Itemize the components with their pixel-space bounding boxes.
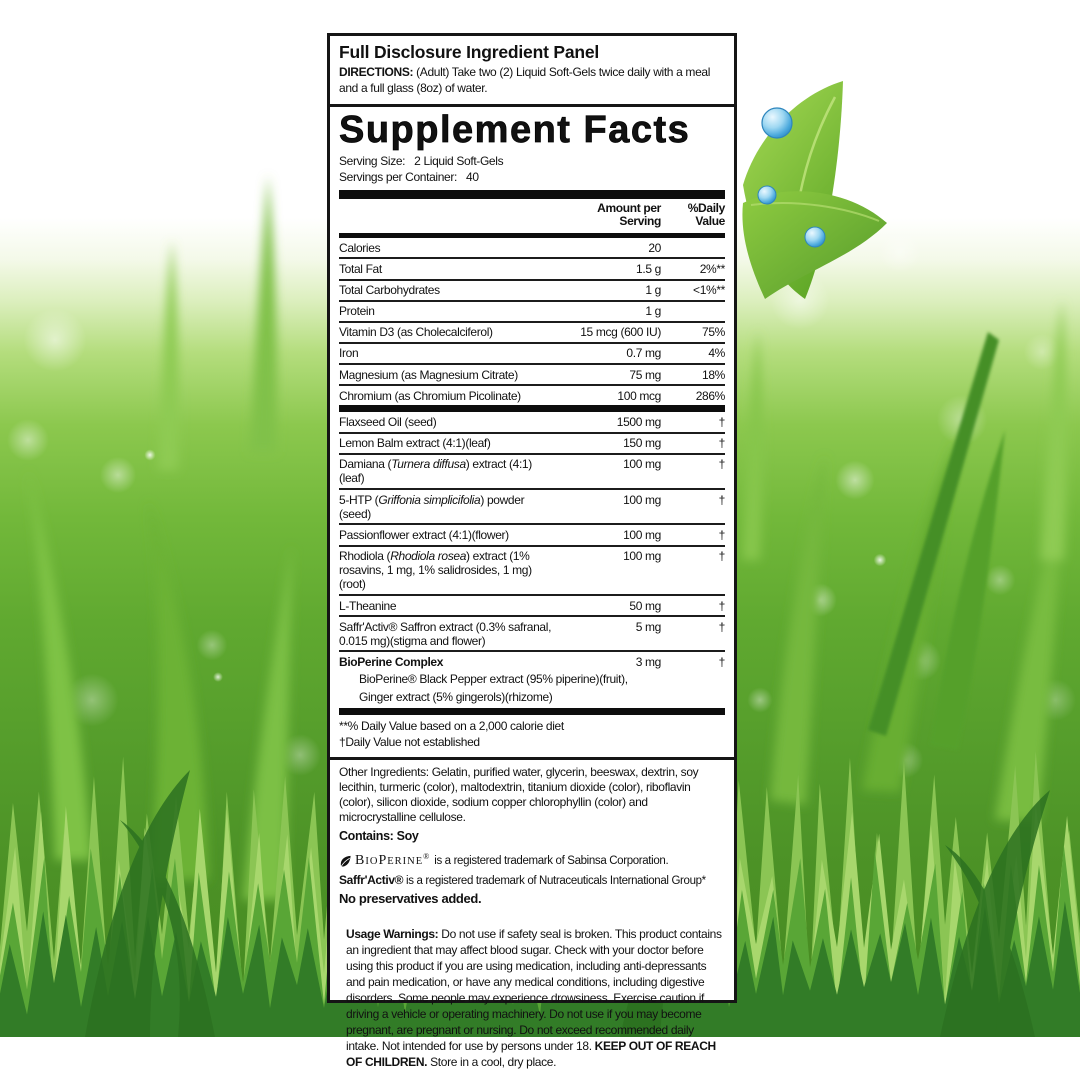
saffractiv-trademark-line: Saffr'Activ® is a registered trademark o…: [339, 872, 706, 887]
directions-label: DIRECTIONS:: [339, 65, 414, 79]
botanical-rows: Flaxseed Oil (seed) 1500 mg † Lemon Balm…: [339, 412, 725, 708]
disclosure-section: Full Disclosure Ingredient Panel DIRECTI…: [330, 36, 734, 108]
thick-rule: [339, 233, 725, 239]
allergen-contains-line: Contains: Soy: [339, 829, 419, 844]
bioperine-sub-ingredient: BioPerine® Black Pepper extract (95% pip…: [359, 671, 628, 686]
directions-text: DIRECTIONS: (Adult) Take two (2) Liquid …: [339, 65, 725, 96]
table-row: BioPerine Complex 3 mg †: [339, 654, 725, 669]
bioperine-sub-ingredient: Ginger extract (5% gingerols)(rhizome): [359, 690, 553, 704]
table-row: L-Theanine 50 mg †: [339, 594, 725, 615]
table-row: Rhodiola (Rhodiola rosea) extract (1% ro…: [339, 544, 725, 594]
footnote-calorie-diet: **% Daily Value based on a 2,000 calorie…: [339, 719, 564, 734]
amount-column-header: Amount per Serving: [597, 200, 661, 229]
thick-rule: [339, 405, 725, 413]
leaves-with-droplets-graphic: [742, 81, 887, 299]
table-row: Damiana (Turnera diffusa) extract (4:1)(…: [339, 452, 725, 488]
table-row: Vitamin D3 (as Cholecalciferol) 15 mcg (…: [339, 320, 725, 342]
table-row: Passionflower extract (4:1)(flower) 100 …: [339, 523, 725, 544]
footnote-dv-not-established: †Daily Value not established: [339, 735, 480, 750]
midground-grass-blades: [28, 175, 1067, 900]
no-preservatives-line: No preservatives added.: [339, 891, 482, 907]
table-header-row: Amount per Serving %Daily Value: [339, 199, 725, 234]
table-row: Iron 0.7 mg 4%: [339, 341, 725, 363]
other-ingredients-text: Other Ingredients: Gelatin, purified wat…: [339, 765, 699, 825]
bioperine-trademark-line: BIOPERINE® is a registered trademark of …: [339, 852, 725, 870]
table-row: Total Fat 1.5 g 2%**: [339, 257, 725, 278]
serving-size-value: 2 Liquid Soft-Gels: [414, 153, 504, 168]
dew-droplet-large: [761, 107, 793, 139]
daily-value-column-header: %Daily Value: [687, 200, 726, 229]
usage-warnings-section: Usage Warnings: Do not use if safety sea…: [346, 926, 722, 1070]
bioperine-wordmark: BIOPERINE®: [355, 852, 430, 869]
thick-rule: [339, 708, 725, 716]
nutrient-rows: Calories 20 Total Fat 1.5 g 2%** Total C…: [339, 238, 725, 405]
bioperine-trademark-text: is a registered trademark of Sabinsa Cor…: [434, 855, 669, 868]
supplement-facts-title: Supplement Facts: [339, 109, 691, 152]
bioperine-leaf-icon: [340, 855, 351, 867]
servings-value: 40: [466, 169, 479, 184]
disclosure-title: Full Disclosure Ingredient Panel: [339, 42, 600, 62]
supplement-facts-section: Supplement Facts Serving Size: 2 Liquid …: [330, 107, 734, 761]
other-ingredients-label: Other Ingredients:: [339, 765, 429, 780]
table-row: 5-HTP (Griffonia simplicifolia) powder (…: [339, 488, 725, 523]
table-row: Saffr'Activ® Saffron extract (0.3% safra…: [339, 615, 725, 650]
thick-rule: [339, 189, 725, 199]
daily-value-footnotes: **% Daily Value based on a 2,000 calorie…: [339, 715, 725, 757]
servings-per-container-line: Servings per Container: 40: [339, 170, 725, 186]
serving-size-line: Serving Size: 2 Liquid Soft-Gels: [339, 154, 725, 170]
servings-label: Servings per Container:: [339, 169, 458, 184]
ingredient-panel: Full Disclosure Ingredient Panel DIRECTI…: [327, 33, 737, 1069]
serving-size-label: Serving Size:: [339, 153, 406, 168]
table-row: Flaxseed Oil (seed) 1500 mg †: [339, 414, 725, 429]
table-row: Lemon Balm extract (4:1)(leaf) 150 mg †: [339, 431, 725, 453]
other-ingredients-section: Other Ingredients: Gelatin, purified wat…: [330, 760, 734, 914]
bioperine-complex-block: BioPerine Complex 3 mg † BioPerine® Blac…: [339, 650, 725, 708]
directions-body: (Adult) Take two (2) Liquid Soft-Gels tw…: [339, 65, 711, 95]
dew-droplet-small: [757, 185, 777, 205]
table-row: Chromium (as Chromium Picolinate) 100 mc…: [339, 384, 725, 405]
table-row: Magnesium (as Magnesium Citrate) 75 mg 1…: [339, 363, 725, 384]
saffractiv-wordmark: Saffr'Activ®: [339, 872, 404, 887]
table-row: Calories 20: [339, 240, 661, 255]
table-row: Protein 1 g: [339, 299, 725, 321]
usage-warnings-label: Usage Warnings:: [346, 926, 439, 941]
dew-droplet-medium: [804, 226, 826, 248]
table-row: Total Carbohydrates 1 g <1%**: [339, 278, 725, 300]
